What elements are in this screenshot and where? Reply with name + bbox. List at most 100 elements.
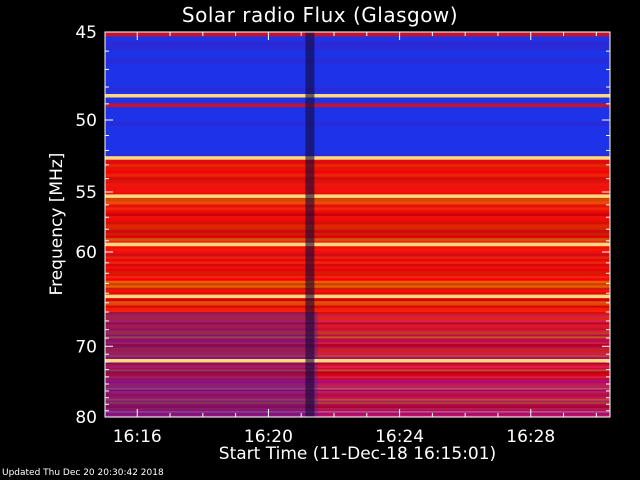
frequency-strip: [105, 340, 610, 343]
frequency-strip: [105, 150, 610, 155]
y-axis-label: Frequency [MHz]: [47, 152, 67, 296]
y-tick-label: 50: [75, 111, 97, 131]
frequency-strip: [105, 91, 610, 97]
frequency-strip: [105, 362, 610, 365]
frequency-strip: [105, 118, 610, 123]
bright-frequency-line: [105, 242, 610, 247]
frequency-strip: [105, 232, 610, 237]
frequency-strip: [105, 75, 610, 81]
frequency-strip: [105, 402, 610, 405]
frequency-strip: [105, 173, 610, 178]
x-tick-label: 16:20: [244, 427, 293, 447]
chart-title: Solar radio Flux (Glasgow): [181, 3, 459, 27]
frequency-strip: [105, 107, 610, 112]
frequency-strip: [105, 397, 610, 400]
bright-frequency-line: [105, 94, 610, 98]
frequency-strip: [105, 386, 610, 389]
frequency-strip: [105, 99, 610, 104]
frequency-strip: [105, 268, 610, 272]
frequency-strip: [105, 320, 610, 324]
x-axis-label: Start Time (11-Dec-18 16:15:01): [218, 444, 497, 464]
frequency-strip: [105, 129, 610, 134]
dark-time-column: [305, 32, 315, 417]
frequency-strip: [105, 312, 610, 315]
frequency-strip: [105, 391, 610, 394]
frequency-strip: [105, 49, 610, 55]
frequency-strip: [105, 110, 610, 116]
update-timestamp: Updated Thu Dec 20 20:30:42 2018: [2, 468, 164, 478]
frequency-strip: [105, 411, 610, 414]
frequency-strip: [105, 412, 610, 415]
frequency-strip: [105, 246, 610, 250]
frequency-strip: [105, 114, 610, 120]
frequency-strip: [105, 338, 610, 341]
frequency-strip: [105, 309, 610, 313]
frequency-strip: [105, 316, 610, 319]
frequency-strip: [105, 347, 610, 351]
y-tick-label: 45: [75, 23, 97, 43]
frequency-strip: [105, 266, 610, 270]
frequency-strip: [105, 283, 610, 287]
bright-frequency-line: [105, 156, 610, 160]
frequency-strip: [105, 167, 610, 172]
frequency-strip: [105, 328, 610, 332]
y-tick-label: 55: [75, 183, 97, 203]
frequency-strip: [105, 336, 610, 339]
frequency-strip: [105, 189, 610, 194]
frequency-strip: [105, 406, 610, 409]
frequency-strip: [105, 216, 610, 220]
frequency-strip: [105, 218, 610, 223]
bright-frequency-line: [105, 294, 610, 299]
frequency-strip: [105, 296, 610, 300]
frequency-strip: [105, 287, 610, 291]
frequency-strip: [105, 326, 610, 330]
frequency-strip: [105, 369, 610, 372]
frequency-strip: [105, 210, 610, 214]
frequency-strip: [105, 389, 610, 392]
frequency-strip: [105, 334, 610, 338]
x-tick-label: 16:16: [113, 427, 162, 447]
frequency-strip: [105, 305, 610, 309]
frequency-strip: [105, 132, 610, 138]
frequency-strip: [105, 383, 610, 386]
frequency-strip: [105, 54, 610, 60]
frequency-strip: [105, 227, 610, 231]
frequency-strip: [105, 122, 610, 127]
frequency-strip: [105, 371, 610, 374]
frequency-strip: [105, 180, 610, 184]
frequency-strip: [105, 280, 610, 284]
frequency-strip: [105, 301, 610, 304]
frequency-strip: [105, 253, 610, 257]
frequency-strip: [105, 372, 610, 376]
frequency-strip: [105, 395, 610, 399]
frequency-strip: [105, 342, 610, 345]
frequency-strip: [105, 392, 610, 395]
frequency-strip: [105, 176, 610, 181]
bright-frequency-line: [105, 194, 610, 198]
frequency-strip: [105, 357, 610, 360]
frequency-strip: [105, 376, 610, 379]
frequency-strip: [105, 230, 610, 234]
frequency-strip: [105, 378, 610, 381]
frequency-strip: [105, 405, 610, 408]
frequency-strip: [105, 256, 610, 260]
frequency-strip: [105, 366, 610, 369]
frequency-strip: [105, 160, 610, 165]
frequency-strip: [105, 235, 610, 239]
frequency-strip: [105, 394, 610, 397]
frequency-strip: [105, 213, 610, 217]
frequency-strip: [105, 322, 610, 326]
frequency-strip: [105, 298, 610, 302]
frequency-strip: [105, 346, 610, 349]
frequency-strip: [105, 318, 610, 321]
frequency-strip: [105, 143, 610, 148]
frequency-strip: [105, 364, 610, 367]
frequency-strip: [105, 198, 610, 203]
frequency-strip: [105, 271, 610, 275]
frequency-strip: [105, 278, 610, 282]
frequency-strip: [105, 351, 610, 355]
frequency-strip: [105, 207, 610, 211]
frequency-strip: [105, 71, 610, 76]
frequency-strip: [105, 183, 610, 187]
frequency-strip: [105, 355, 610, 358]
